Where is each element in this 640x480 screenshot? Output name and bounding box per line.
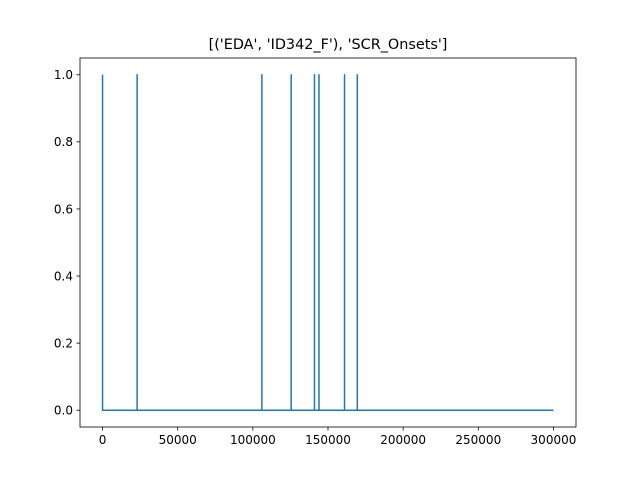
plot-frame (79, 57, 577, 428)
series-line (101, 74, 554, 411)
y-tick-label: 0.8 (54, 135, 73, 149)
y-tick-label: 0.0 (54, 404, 73, 418)
x-tick-label: 0 (99, 433, 107, 447)
y-tick-label: 0.4 (54, 269, 73, 283)
x-tick-label: 100000 (230, 433, 276, 447)
chart-title: [('EDA', 'ID342_F'), 'SCR_Onsets'] (209, 37, 448, 53)
y-tick-label: 1.0 (54, 68, 73, 82)
x-tick-label: 200000 (380, 433, 426, 447)
axes: 0 50000 100000 150000 200000 250000 300000 0.0 0… (54, 57, 577, 447)
x-tick-label: 50000 (159, 433, 197, 447)
y-tick-label: 0.2 (54, 336, 73, 350)
x-tick-label: 150000 (305, 433, 351, 447)
x-tick-label: 250000 (455, 433, 501, 447)
y-tick-label: 0.6 (54, 202, 73, 216)
x-tick-label: 300000 (531, 433, 577, 447)
plot-area (101, 74, 554, 411)
